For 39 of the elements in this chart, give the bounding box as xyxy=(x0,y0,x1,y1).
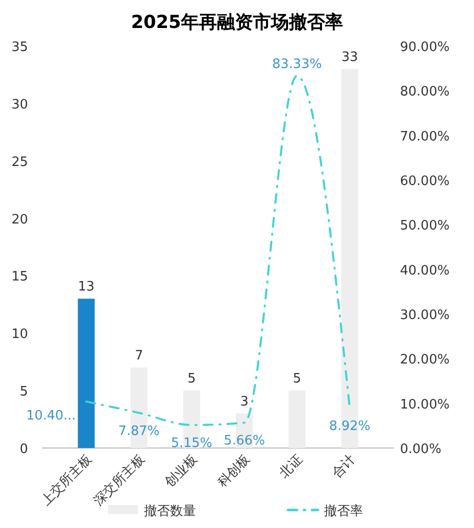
x-tick-label: 北证 xyxy=(276,452,306,482)
bar xyxy=(288,390,306,448)
y-tick-label: 30 xyxy=(11,97,28,112)
legend-label: 撤否率 xyxy=(324,503,363,519)
y-tick-label: 35 xyxy=(11,40,28,55)
y-tick-label: 5 xyxy=(20,384,28,400)
x-tick-label: 创业板 xyxy=(162,452,200,490)
data-label: 5 xyxy=(188,372,196,387)
data-label: 5.66% xyxy=(224,434,266,449)
data-label: 5.15% xyxy=(170,436,212,451)
chart-title: 2025年再融资市场撤否率 xyxy=(130,12,344,33)
y2-tick-label: 90.00% xyxy=(400,40,450,55)
data-label: 13 xyxy=(78,280,95,295)
y-tick-label: 0 xyxy=(20,442,28,457)
legend-label: 撤否数量 xyxy=(144,504,196,519)
x-tick-label: 科创板 xyxy=(214,452,254,490)
data-label: 7 xyxy=(134,348,144,364)
y2-tick-label: 60.00% xyxy=(400,174,450,189)
data-label: 8.92% xyxy=(329,419,370,434)
y2-tick-label: 80.00% xyxy=(400,84,450,100)
data-label: 7.87% xyxy=(118,424,160,439)
data-label: 3 xyxy=(240,394,248,410)
data-label: 33 xyxy=(341,50,358,65)
y2-tick-label: 70.00% xyxy=(400,129,450,144)
y-tick-label: 15 xyxy=(11,270,28,285)
y-tick-label: 20 xyxy=(11,212,28,228)
y2-tick-label: 10.00% xyxy=(400,397,450,412)
y2-tick-label: 40.00% xyxy=(400,263,450,278)
data-label: 10.40... xyxy=(26,408,76,424)
bar xyxy=(78,298,95,448)
y2-tick-label: 20.00% xyxy=(400,352,450,368)
y2-tick-label: 50.00% xyxy=(400,218,450,234)
y-tick-label: 25 xyxy=(11,154,28,170)
y2-tick-label: 0.00% xyxy=(400,442,442,457)
x-tick-label: 合计 xyxy=(330,452,359,482)
data-label: 5 xyxy=(292,372,302,387)
data-label: 83.33% xyxy=(272,56,322,72)
y2-tick-label: 30.00% xyxy=(400,308,450,323)
y-tick-label: 10 xyxy=(11,327,28,342)
